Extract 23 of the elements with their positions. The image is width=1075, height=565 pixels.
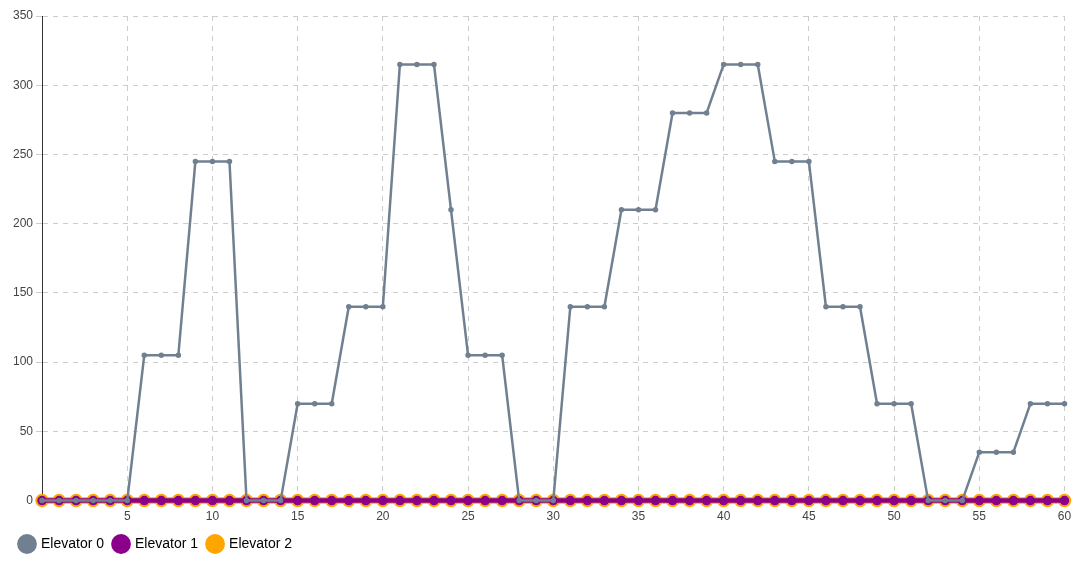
x-tick-label: 55 (972, 509, 987, 524)
x-tick-label: 25 (461, 509, 476, 524)
y-tick-label: 150 (12, 285, 34, 300)
y-tick-label: 300 (12, 77, 34, 92)
x-tick-label: 30 (546, 509, 561, 524)
x-tick-label: 20 (376, 509, 390, 524)
y-tick-label: 200 (12, 216, 34, 230)
legend-label: Elevator 0 (41, 534, 105, 551)
y-tick-label: 250 (12, 146, 34, 161)
y-tick-label: 350 (12, 8, 34, 23)
x-tick-label: 50 (887, 509, 902, 524)
legend-label: Elevator 1 (135, 534, 199, 551)
y-tick-label: 100 (12, 354, 34, 369)
x-tick-label: 40 (716, 509, 731, 524)
x-tick-label: 60 (1057, 509, 1072, 524)
x-tick-label: 5 (123, 509, 131, 524)
legend-label: Elevator 2 (229, 534, 293, 551)
y-tick-label: 0 (26, 492, 34, 507)
x-tick-label: 45 (802, 509, 816, 524)
y-tick-label: 50 (19, 423, 34, 438)
x-tick-label: 10 (205, 509, 220, 524)
x-tick-label: 15 (290, 509, 305, 524)
x-tick-label: 35 (631, 509, 646, 524)
